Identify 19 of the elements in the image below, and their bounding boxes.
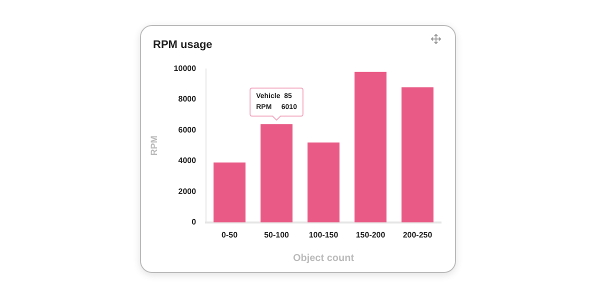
y-tick-label: 8000 — [178, 94, 197, 104]
x-tick-label: 100-150 — [308, 230, 339, 240]
bar — [308, 142, 340, 222]
y-tick-label: 4000 — [178, 156, 197, 166]
x-tick-label: 200-250 — [402, 230, 433, 240]
bar — [214, 162, 246, 222]
chart-title: RPM usage — [153, 39, 212, 51]
x-axis-title: Object count — [292, 252, 355, 264]
y-tick-label: 0 — [192, 218, 197, 227]
y-tick-label: 6000 — [178, 125, 197, 134]
x-tick-label: 50-100 — [264, 230, 290, 240]
bar — [402, 87, 434, 222]
x-tick-label: 0-50 — [222, 230, 238, 240]
bar — [354, 72, 386, 222]
y-axis-title: RPM — [148, 136, 159, 156]
y-tick-label: 2000 — [178, 186, 197, 196]
y-tick-label: 10000 — [174, 64, 197, 74]
x-tick-label: 150-200 — [356, 230, 386, 240]
bar — [260, 124, 293, 222]
